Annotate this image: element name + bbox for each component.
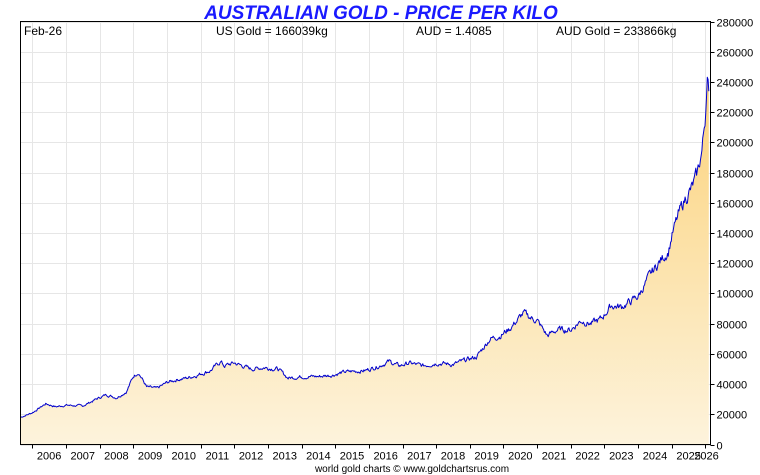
x-tick-label: 2024 xyxy=(643,451,667,463)
x-tick-label: 2019 xyxy=(474,451,498,463)
x-tick-label: 2006 xyxy=(37,451,61,463)
series-line-aud-gold xyxy=(20,76,710,418)
y-tick-label: 180000 xyxy=(717,169,754,181)
y-tick-label: 160000 xyxy=(717,199,754,211)
x-tick-label: 2018 xyxy=(441,451,465,463)
x-tick-label: 2022 xyxy=(575,451,599,463)
header-aud-rate: AUD = 1.4085 xyxy=(416,24,492,38)
y-tick-label: 100000 xyxy=(717,289,754,301)
plot-area xyxy=(20,21,711,446)
x-tick-label: 2010 xyxy=(172,451,196,463)
y-tick-label: 0 xyxy=(717,441,723,453)
y-tick-label: 200000 xyxy=(717,138,754,150)
x-tick-label: 2007 xyxy=(71,451,95,463)
y-tick-label: 140000 xyxy=(717,229,754,241)
y-tick-label: 240000 xyxy=(717,78,754,90)
series-area-fill xyxy=(20,77,709,445)
y-tick-label: 20000 xyxy=(717,410,748,422)
chart-credit: world gold charts © www.goldchartsrus.co… xyxy=(314,464,509,475)
y-axis: 0 20000 40000 60000 80000 100000 120000 140000 1… xyxy=(710,18,754,453)
y-tick-label: 260000 xyxy=(717,48,754,60)
header-aud-gold: AUD Gold = 233866kg xyxy=(556,24,676,38)
x-tick-label: 2025 xyxy=(676,451,700,463)
x-tick-label: 2017 xyxy=(407,451,431,463)
chart-title: AUSTRALIAN GOLD - PRICE PER KILO xyxy=(203,3,558,24)
x-tick-label: 2021 xyxy=(542,451,566,463)
x-tick-label: 2016 xyxy=(373,451,397,463)
y-tick-label: 60000 xyxy=(717,350,748,362)
x-tick-label: 2013 xyxy=(272,451,296,463)
y-tick-label: 220000 xyxy=(717,108,754,120)
x-tick-label: 2008 xyxy=(104,451,128,463)
x-axis: 2006 2007 2008 2009 2010 2011 2012 2013 2014 2015… xyxy=(32,444,719,463)
x-tick-label: 2026 xyxy=(694,451,718,463)
x-tick-label: 2012 xyxy=(239,451,263,463)
x-tick-label: 2015 xyxy=(340,451,364,463)
x-tick-label: 2009 xyxy=(138,451,162,463)
x-tick-label: 2011 xyxy=(206,451,230,463)
y-tick-label: 80000 xyxy=(717,320,748,332)
header-date: Feb-26 xyxy=(24,24,62,38)
y-tick-label: 120000 xyxy=(717,259,754,271)
x-tick-label: 2014 xyxy=(306,451,330,463)
x-tick-label: 2020 xyxy=(508,451,532,463)
y-tick-label: 280000 xyxy=(717,18,754,30)
header-us-gold: US Gold = 166039kg xyxy=(216,24,328,38)
y-tick-label: 40000 xyxy=(717,380,748,392)
x-tick-label: 2023 xyxy=(609,451,633,463)
